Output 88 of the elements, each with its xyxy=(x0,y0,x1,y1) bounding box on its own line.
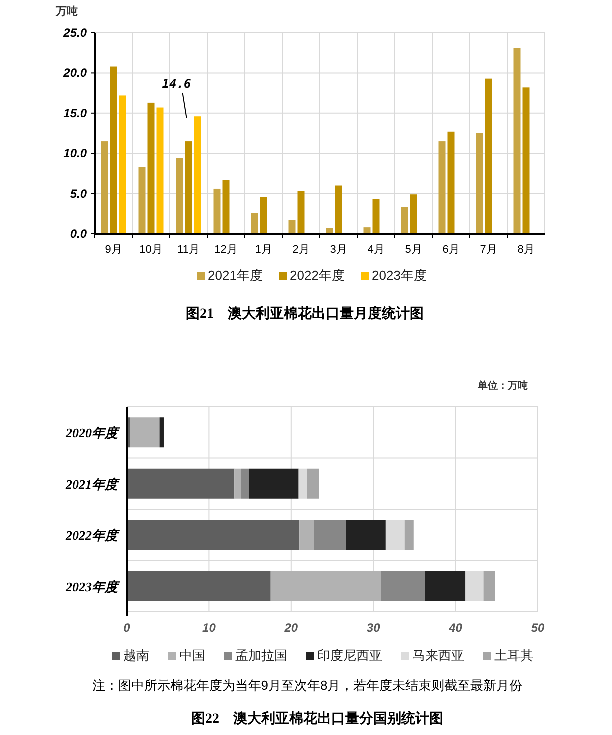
bar xyxy=(404,520,414,550)
bar xyxy=(484,571,496,602)
bar xyxy=(476,134,484,234)
x-tick-label: 9月 xyxy=(105,244,122,256)
legend-label: 印度尼西亚 xyxy=(318,648,382,663)
y-tick-label: 5.0 xyxy=(70,186,88,201)
annotation: 14.6 xyxy=(162,77,192,91)
bar xyxy=(298,191,305,234)
bar xyxy=(346,520,386,550)
bar xyxy=(194,116,202,234)
x-tick-label: 30 xyxy=(366,621,381,635)
bar xyxy=(127,468,235,499)
bar xyxy=(185,142,192,234)
bar xyxy=(386,520,405,550)
legend-label: 2023年度 xyxy=(372,268,427,283)
x-tick-label: 2月 xyxy=(292,244,310,256)
bar xyxy=(335,186,342,234)
bar xyxy=(148,102,155,234)
bar xyxy=(514,48,521,234)
bar xyxy=(127,571,271,602)
bar xyxy=(372,199,380,234)
legend-label: 中国 xyxy=(180,648,206,663)
legend-label: 孟加拉国 xyxy=(236,648,288,663)
y-tick-label: 2022年度 xyxy=(65,528,121,544)
x-tick-label: 1月 xyxy=(255,244,272,256)
bar xyxy=(298,468,308,499)
bar xyxy=(119,96,126,234)
y-tick-label: 0.0 xyxy=(70,227,88,241)
x-tick-label: 40 xyxy=(448,621,463,635)
x-tick-label: 50 xyxy=(531,621,545,635)
y-tick-label: 10.0 xyxy=(64,146,88,161)
legend-label: 2021年度 xyxy=(208,268,263,283)
bar xyxy=(448,132,455,234)
bar xyxy=(307,468,320,499)
text: 图21 澳大利亚棉花出口量月度统计图 xyxy=(186,305,424,322)
bar xyxy=(300,520,314,550)
bar xyxy=(214,188,221,234)
y-tick-label: 25.0 xyxy=(62,26,88,40)
bar xyxy=(160,418,164,448)
x-tick-label: 7月 xyxy=(480,244,498,256)
x-tick-label: 6月 xyxy=(442,244,460,256)
bar xyxy=(127,520,300,550)
bar xyxy=(401,207,408,234)
bar xyxy=(251,213,258,234)
bar xyxy=(138,167,146,234)
bar xyxy=(466,571,484,602)
x-tick-label: 10 xyxy=(202,621,216,635)
bar xyxy=(410,194,418,234)
bar xyxy=(288,220,296,234)
x-tick-label: 20 xyxy=(284,621,298,635)
bar xyxy=(270,571,381,602)
x-tick-label: 12月 xyxy=(214,244,238,256)
bar xyxy=(101,142,108,234)
bar xyxy=(156,108,164,234)
x-tick-label: 0 xyxy=(124,621,131,635)
bar xyxy=(234,468,242,499)
bar xyxy=(522,88,530,234)
text: 单位：万吨 xyxy=(477,380,528,392)
y-axis-title: 万吨 xyxy=(55,5,78,18)
bar xyxy=(425,571,466,602)
bar xyxy=(249,468,299,499)
bar xyxy=(130,418,160,448)
x-tick-label: 8月 xyxy=(518,244,535,256)
x-tick-label: 10月 xyxy=(140,244,163,256)
bar xyxy=(438,142,446,234)
bar xyxy=(241,468,250,499)
y-tick-label: 15.0 xyxy=(64,106,88,120)
legend-label: 土耳其 xyxy=(494,648,534,663)
x-tick-label: 5月 xyxy=(405,244,422,256)
bar xyxy=(176,158,184,234)
bar xyxy=(314,520,346,550)
y-tick-label: 2020年度 xyxy=(65,426,121,441)
legend-label: 越南 xyxy=(124,648,150,663)
y-tick-label: 2023年度 xyxy=(65,579,121,594)
x-tick-label: 4月 xyxy=(368,244,385,256)
text: 注：图中所示棉花年度为当年9月至次年8月，若年度未结束则截至最新月份 xyxy=(92,678,523,693)
legend-label: 马来西亚 xyxy=(412,648,464,663)
bar xyxy=(381,571,426,602)
bar xyxy=(485,78,492,234)
x-tick-label: 3月 xyxy=(330,244,348,256)
y-tick-label: 2021年度 xyxy=(65,476,121,492)
bar xyxy=(222,180,230,234)
bar xyxy=(110,66,118,234)
bar xyxy=(260,197,268,234)
text: 图22 澳大利亚棉花出口量分国别统计图 xyxy=(192,710,444,727)
x-tick-label: 11月 xyxy=(178,244,200,256)
y-tick-label: 20.0 xyxy=(62,66,88,80)
legend-label: 2022年度 xyxy=(290,268,345,283)
